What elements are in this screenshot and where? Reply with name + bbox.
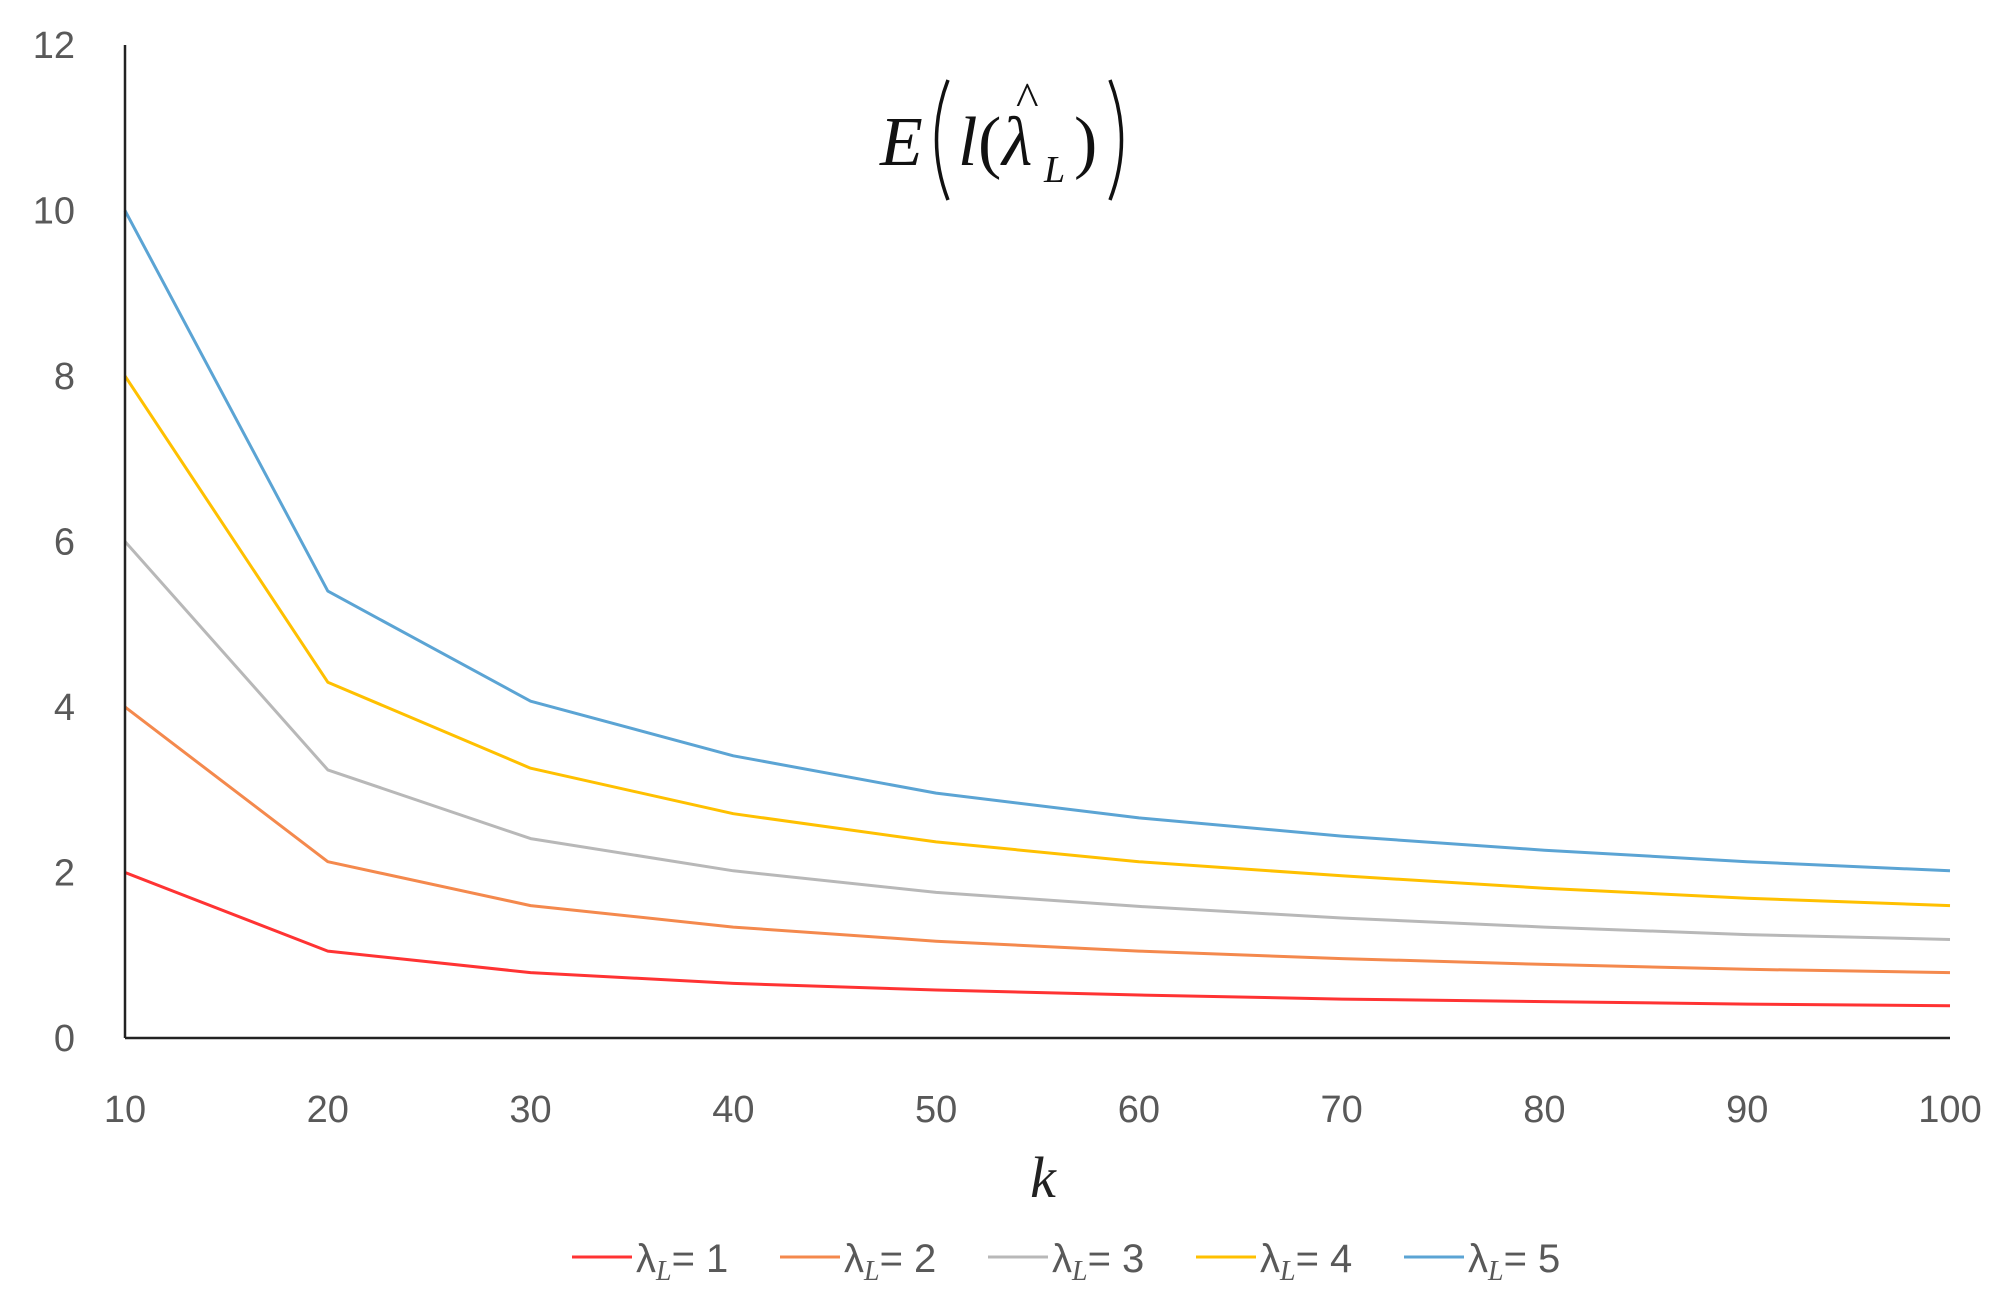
title-paren-right: ): [1074, 104, 1097, 181]
series-line-5: [123, 209, 1951, 873]
x-tick-label: 90: [1726, 1089, 1768, 1131]
x-tick-label: 40: [712, 1089, 754, 1131]
legend-item-4: λL= 4: [1196, 1237, 1352, 1287]
y-tick-label: 12: [33, 25, 75, 67]
x-tick-label: 100: [1918, 1089, 1981, 1131]
x-tick-label: 60: [1118, 1089, 1160, 1131]
legend-item-3: λL= 3: [988, 1237, 1144, 1287]
y-tick-label: 4: [54, 687, 75, 729]
legend-item-5: λL= 5: [1404, 1237, 1560, 1287]
title-big-paren-right: [1108, 79, 1124, 201]
legend-label: λL= 3: [1052, 1237, 1144, 1287]
title-subscript: L: [1043, 149, 1065, 191]
y-tick-label: 0: [54, 1018, 75, 1060]
title-lambda: λ: [1000, 104, 1032, 181]
x-tick-label: 50: [915, 1089, 957, 1131]
x-axis-ticks: 10 20 30 40 50 60 70 80 90 100: [104, 1089, 1982, 1131]
x-tick-label: 10: [104, 1089, 146, 1131]
chart-title: E l ( λ ^ L ): [879, 73, 1124, 201]
legend-item-1: λL= 1: [572, 1237, 728, 1287]
series-lines: [123, 209, 1951, 1008]
legend-label: λL= 5: [1468, 1237, 1560, 1287]
series-line-3: [123, 540, 1951, 941]
legend-item-2: λL= 2: [780, 1237, 936, 1287]
x-tick-label: 80: [1523, 1089, 1565, 1131]
x-tick-label: 20: [307, 1089, 349, 1131]
series-line-2: [124, 705, 1951, 975]
y-tick-label: 10: [33, 191, 75, 233]
y-tick-label: 6: [54, 522, 75, 564]
legend-label: λL= 4: [1260, 1237, 1352, 1287]
y-axis-ticks: 0 2 4 6 8 10 12: [33, 25, 75, 1060]
title-E: E: [879, 104, 923, 181]
series-line-1: [124, 871, 1951, 1008]
x-axis-label: k: [1030, 1145, 1057, 1210]
title-hat: ^: [1016, 73, 1039, 126]
series-line-4: [123, 375, 1951, 908]
title-big-paren-left: [934, 79, 950, 201]
y-tick-label: 8: [54, 356, 75, 398]
x-tick-label: 70: [1321, 1089, 1363, 1131]
title-paren-left: (: [978, 104, 1001, 181]
legend-label: λL= 1: [636, 1237, 728, 1287]
title-l: l: [958, 104, 977, 181]
y-tick-label: 2: [54, 853, 75, 895]
legend-label: λL= 2: [844, 1237, 936, 1287]
legend: λL= 1 λL= 2 λL= 3 λL= 4 λL= 5: [572, 1237, 1560, 1287]
x-tick-label: 30: [509, 1089, 551, 1131]
